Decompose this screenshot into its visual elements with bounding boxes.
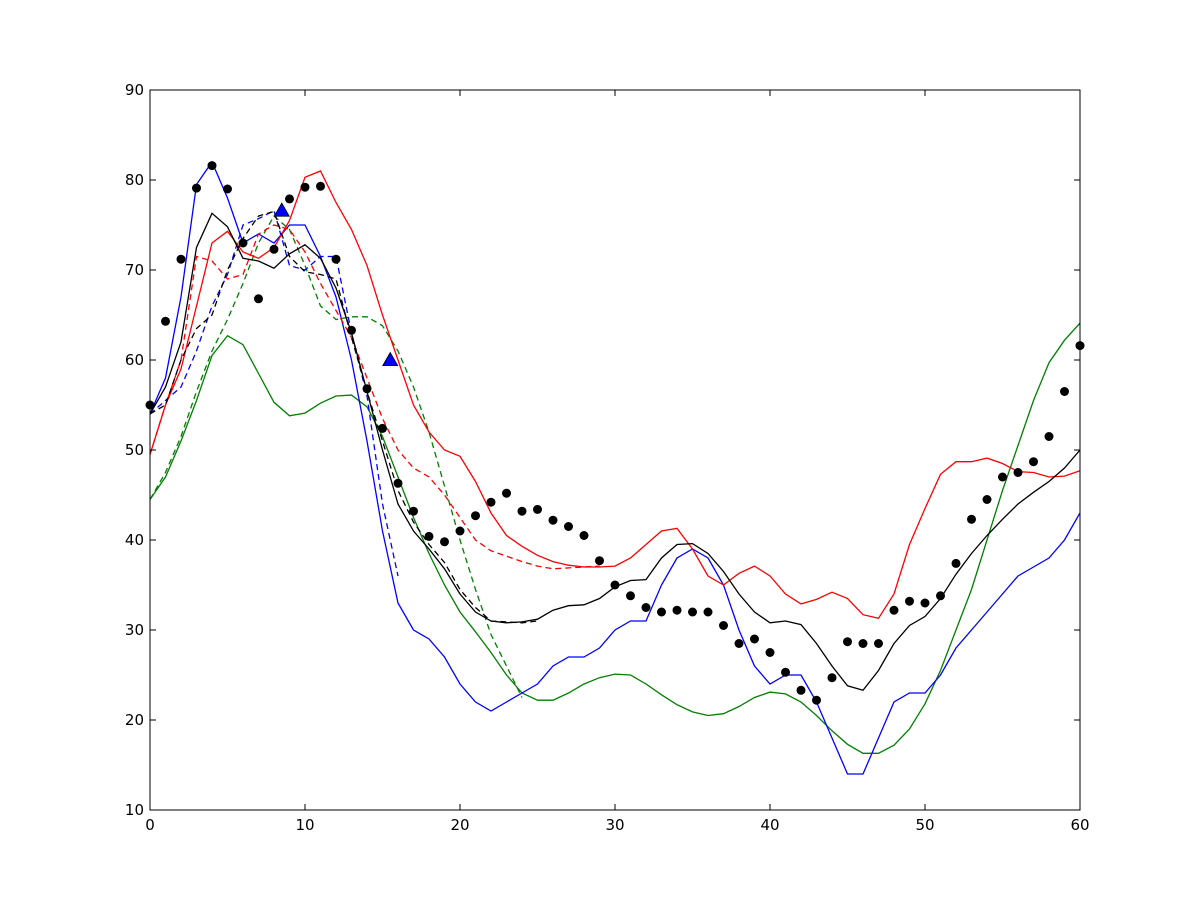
series-line-green-dashed <box>150 214 523 698</box>
data-point <box>951 558 961 568</box>
y-tick-label: 10 <box>125 801 144 819</box>
x-tick-label: 0 <box>145 816 155 834</box>
y-tick-label: 30 <box>125 621 144 639</box>
y-tick-label: 20 <box>125 711 144 729</box>
data-point <box>781 667 790 677</box>
series-layer <box>150 160 1080 775</box>
data-point <box>734 639 744 648</box>
data-point <box>1029 457 1038 467</box>
data-point <box>626 591 635 601</box>
data-point <box>347 325 356 335</box>
data-point <box>858 639 868 648</box>
data-point <box>254 294 263 304</box>
data-point <box>827 673 837 683</box>
data-point <box>982 495 992 504</box>
data-point <box>502 488 511 498</box>
x-tick-label: 40 <box>760 816 779 834</box>
data-point <box>920 598 930 608</box>
data-point <box>936 591 945 601</box>
data-point <box>192 183 201 193</box>
data-point <box>316 181 325 191</box>
y-tick-label: 40 <box>125 531 144 549</box>
data-point <box>176 254 186 264</box>
data-point <box>719 621 728 630</box>
x-tick-label: 60 <box>1070 816 1089 834</box>
series-line-blue-solid <box>150 160 1080 775</box>
y-tick-label: 60 <box>125 351 144 369</box>
data-point <box>812 695 821 705</box>
data-point <box>269 244 279 254</box>
data-point <box>517 506 527 516</box>
data-point <box>765 648 775 657</box>
data-point <box>424 531 434 541</box>
data-point <box>967 514 976 524</box>
y-tick-label: 80 <box>125 171 144 189</box>
data-point <box>362 384 372 394</box>
data-point <box>161 316 170 326</box>
data-point <box>703 607 713 617</box>
data-point <box>641 603 651 612</box>
data-point <box>750 634 759 644</box>
x-tick-label: 10 <box>295 816 314 834</box>
data-point <box>548 515 558 525</box>
data-point <box>285 194 294 204</box>
data-point <box>1060 387 1069 396</box>
data-point <box>796 685 806 695</box>
data-point <box>440 537 449 547</box>
data-point <box>657 607 666 617</box>
y-tick-label: 70 <box>125 261 144 279</box>
data-point <box>1013 468 1023 477</box>
data-point <box>393 478 403 488</box>
data-point <box>409 506 418 516</box>
data-point <box>486 497 496 507</box>
data-point <box>889 605 899 615</box>
x-tick-label: 20 <box>450 816 469 834</box>
data-point <box>905 596 914 606</box>
data-point <box>471 511 480 521</box>
data-point <box>998 472 1007 482</box>
data-point <box>843 637 852 647</box>
series-line-green-solid <box>150 322 1080 754</box>
marker-layer <box>145 161 1085 705</box>
triangle-marker <box>273 202 290 217</box>
data-point <box>1044 432 1054 441</box>
data-point <box>672 605 682 615</box>
data-point <box>610 580 620 590</box>
data-point <box>579 531 589 540</box>
triangle-marker <box>382 351 399 367</box>
y-tick-label: 90 <box>125 81 144 99</box>
data-point <box>331 254 341 264</box>
plot-area <box>145 160 1085 775</box>
data-point <box>455 526 465 536</box>
data-point <box>300 182 310 192</box>
y-tick-label: 50 <box>125 441 144 459</box>
data-point <box>874 639 883 648</box>
x-tick-label: 30 <box>605 816 624 834</box>
data-point <box>238 238 248 248</box>
x-tick-label: 50 <box>915 816 934 834</box>
data-point <box>688 607 697 617</box>
data-point <box>595 556 604 566</box>
data-point <box>564 522 573 531</box>
data-point <box>223 184 232 194</box>
data-point <box>533 504 542 514</box>
series-line-red-solid <box>150 170 1080 620</box>
data-point <box>378 423 387 433</box>
data-point <box>207 161 217 171</box>
